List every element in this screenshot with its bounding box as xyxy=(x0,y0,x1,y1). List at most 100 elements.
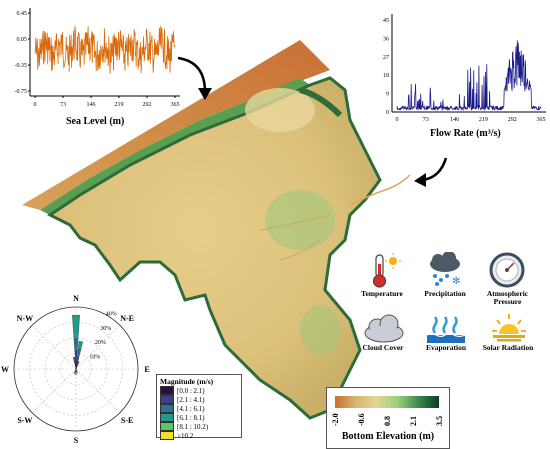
wind-direction-label: E xyxy=(144,365,149,374)
magnitude-legend-item: [2.1 : 4.1) xyxy=(160,395,238,404)
wind-petal xyxy=(72,314,80,340)
wind-ring-label: 10% xyxy=(89,355,100,361)
legend-swatch xyxy=(160,431,174,440)
sun-icon xyxy=(489,312,529,344)
x-tick-label: 219 xyxy=(479,117,488,123)
elevation-tick-label: 3.5 xyxy=(435,416,444,426)
temperature-icon xyxy=(362,252,402,290)
y-tick-label: -0.75 xyxy=(15,89,28,95)
gauge-icon xyxy=(489,252,525,288)
wind-petal xyxy=(76,370,78,374)
legend-label: >10.2 xyxy=(177,431,194,440)
legend-label: [0.0 : 2.1) xyxy=(177,386,205,395)
wind-direction-label: S xyxy=(74,436,79,445)
evaporation-icon xyxy=(425,314,467,344)
magnitude-legend-title: Magnitude (m/s) xyxy=(160,377,214,386)
x-tick-label: 146 xyxy=(87,102,96,108)
legend-swatch xyxy=(160,386,174,395)
legend-label: [8.1 : 10.2) xyxy=(177,422,209,431)
y-tick-label: 36 xyxy=(383,36,389,42)
sea-level-caption: Sea Level (m) xyxy=(66,116,125,127)
elevation-tick-label: 0.8 xyxy=(383,416,392,426)
cloud-cover-label: Cloud Cover xyxy=(362,343,404,352)
cloud-icon xyxy=(362,314,406,344)
wind-ring-label: 40% xyxy=(106,311,117,317)
x-tick-label: 365 xyxy=(171,102,180,108)
magnitude-legend-item: [0.0 : 2.1) xyxy=(160,386,238,395)
wind-petal xyxy=(77,348,82,358)
wind-direction-label: N-W xyxy=(17,314,33,323)
svg-text:✻: ✻ xyxy=(452,276,460,287)
elevation-tick-label: -0.6 xyxy=(357,413,366,426)
x-tick-label: 0 xyxy=(34,102,37,108)
magnitude-legend-item: [8.1 : 10.2) xyxy=(160,422,238,431)
flow-rate-chart: 45 36 27 18 9 0 0 73 146 219 292 365 xyxy=(383,14,546,123)
legend-label: [6.1 : 8.1) xyxy=(177,413,205,422)
magnitude-legend-item: [4.1 : 6.1) xyxy=(160,404,238,413)
sea-level-chart: 0.45 0.05 -0.35 -0.75 0 73 146 219 292 365 xyxy=(15,8,180,108)
precipitation-icon: ✻ xyxy=(425,251,465,288)
wind-petal xyxy=(73,360,76,366)
elevation-legend: -2.0 -0.6 0.8 2.1 3.5 Bottom Elevation (m) xyxy=(326,387,450,449)
x-tick-label: 292 xyxy=(508,117,517,123)
precipitation-label: Precipitation xyxy=(424,289,466,298)
wind-rose-ring xyxy=(29,322,123,416)
weather-icons: Temperature ✻ Precipitation Atmospheric … xyxy=(352,251,550,362)
wind-petal xyxy=(75,371,77,376)
y-tick-label: 27 xyxy=(383,55,389,61)
x-tick-label: 219 xyxy=(115,102,124,108)
x-tick-label: 0 xyxy=(396,117,399,123)
legend-swatch xyxy=(160,413,174,422)
legend-swatch xyxy=(160,404,174,413)
y-tick-label: 0.45 xyxy=(17,11,28,17)
wind-petal xyxy=(73,338,79,352)
temperature-label: Temperature xyxy=(361,289,403,298)
elevation-tick-label: -2.0 xyxy=(331,413,340,426)
y-tick-label: 45 xyxy=(383,18,389,24)
x-tick-label: 73 xyxy=(60,102,66,108)
y-tick-label: 0 xyxy=(386,110,389,116)
elevation-tick-label: 2.1 xyxy=(409,416,418,426)
wind-direction-label: W xyxy=(1,365,9,374)
wind-petal xyxy=(73,371,76,375)
sea-level-series xyxy=(34,25,176,74)
y-tick-label: 9 xyxy=(386,92,389,98)
x-tick-label: 146 xyxy=(450,117,459,123)
y-tick-label: -0.35 xyxy=(15,63,28,69)
flow-rate-series xyxy=(396,40,542,112)
elevation-legend-title: Bottom Elevation (m) xyxy=(341,431,435,442)
wind-petal xyxy=(77,340,83,350)
solar-radiation-label: Solar Radiation xyxy=(482,343,534,352)
wind-petal xyxy=(72,356,76,362)
wind-ring-label: 20% xyxy=(95,340,106,346)
wind-direction-label: N xyxy=(73,294,79,303)
wind-direction-label: S-W xyxy=(17,416,32,425)
wind-ring-label: 30% xyxy=(100,326,111,332)
legend-label: [2.1 : 4.1) xyxy=(177,395,205,404)
magnitude-legend-item: >10.2 xyxy=(160,431,238,440)
legend-swatch xyxy=(160,422,174,431)
x-tick-label: 365 xyxy=(537,117,546,123)
coast-strip xyxy=(40,78,310,215)
legend-label: [4.1 : 6.1) xyxy=(177,404,205,413)
flow-rate-caption: Flow Rate (m³/s) xyxy=(430,128,501,139)
legend-swatch xyxy=(160,395,174,404)
river-inlet xyxy=(349,174,411,206)
x-tick-label: 73 xyxy=(423,117,429,123)
x-tick-label: 292 xyxy=(143,102,152,108)
sea-level-arrow xyxy=(177,56,207,93)
y-tick-label: 18 xyxy=(383,73,389,79)
atmospheric-pressure-label: Atmospheric Pressure xyxy=(486,289,529,306)
wind-direction-label: S-E xyxy=(121,416,133,425)
sea-region xyxy=(22,40,330,210)
magnitude-legend-item: [6.1 : 8.1) xyxy=(160,413,238,422)
magnitude-legend: Magnitude (m/s) [0.0 : 2.1) [2.1 : 4.1) [4… xyxy=(156,374,242,440)
elevation-colorbar xyxy=(335,396,439,408)
wind-direction-label: N-E xyxy=(120,314,134,323)
evaporation-label: Evaporation xyxy=(425,343,466,352)
land-region xyxy=(47,76,382,420)
wind-rose: N N-E E S-E S S-W W N-W 10% 20% 30% 40% xyxy=(1,294,150,445)
wind-petal xyxy=(76,361,80,366)
y-tick-label: 0.05 xyxy=(17,37,28,43)
